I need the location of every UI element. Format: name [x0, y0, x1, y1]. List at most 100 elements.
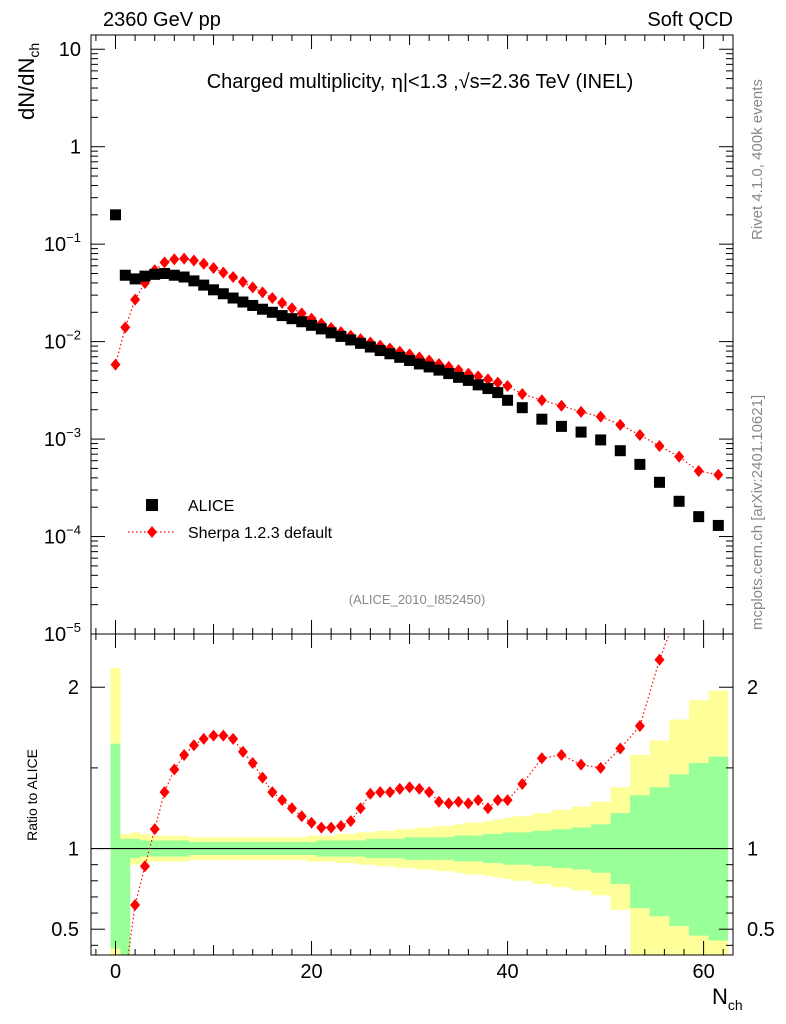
y-tick-label: 10−2 — [44, 328, 81, 354]
alice-point — [492, 387, 504, 399]
alice-point — [188, 275, 200, 287]
alice-point — [453, 371, 465, 383]
sherpa-point — [179, 252, 190, 265]
ratio-sherpa-point — [424, 786, 435, 799]
ratio-sherpa-point — [394, 782, 405, 795]
ratio-sherpa-point — [536, 752, 547, 765]
ratio-sherpa-point — [453, 795, 464, 808]
main-title: Charged multiplicity, η|<1.3 ,√s=2.36 Te… — [207, 69, 634, 93]
title-eta: η — [391, 69, 403, 93]
analysis-watermark: (ALICE_2010_I852450) — [349, 592, 486, 607]
sherpa-point — [198, 257, 209, 270]
ratio-sherpa-point — [595, 761, 606, 774]
ratio-sherpa-point — [492, 794, 503, 807]
y-tick-label-base: 10 — [44, 234, 66, 256]
alice-point — [502, 394, 514, 406]
ratio-sherpa-point — [208, 729, 219, 742]
sherpa-point — [188, 254, 199, 267]
uncertainty-band-inner — [630, 795, 650, 909]
ratio-sherpa-point — [306, 816, 317, 829]
y-axis-label-main: dN/dN — [14, 58, 39, 120]
y-tick-label-exponent: −5 — [66, 620, 81, 635]
ratio-y-tick-label-left: 0.5 — [51, 919, 79, 941]
rivet-version-label: Rivet 4.1.0, 400k events — [749, 79, 766, 240]
ratio-sherpa-point — [218, 729, 229, 742]
sherpa-point — [120, 321, 131, 334]
alice-point — [433, 364, 445, 376]
ratio-sherpa-point — [502, 794, 513, 807]
alice-point — [149, 268, 161, 280]
ratio-content — [91, 634, 733, 955]
ratio-sherpa-point — [296, 810, 307, 823]
ratio-sherpa-point — [159, 786, 170, 799]
alice-point — [296, 316, 308, 328]
alice-point — [266, 306, 278, 318]
ratio-sherpa-point — [326, 821, 337, 834]
alice-point — [325, 327, 337, 339]
alice-point — [276, 310, 288, 322]
x-tick-label: 20 — [300, 961, 322, 983]
ratio-sherpa-point — [247, 757, 258, 770]
alice-point — [159, 267, 171, 279]
ratio-sherpa-point — [149, 823, 160, 836]
y-tick-label-exponent: −2 — [66, 328, 81, 343]
alice-point — [595, 434, 607, 446]
alice-point — [693, 511, 705, 523]
sherpa-point — [615, 418, 626, 431]
alice-point — [462, 374, 474, 386]
sherpa-point — [517, 388, 528, 401]
legend: ALICE Sherpa 1.2.3 default — [128, 498, 333, 542]
sherpa-line — [114, 258, 719, 476]
ratio-sherpa-point — [130, 898, 141, 911]
ratio-sherpa-point — [463, 797, 474, 810]
alice-point — [443, 368, 455, 380]
y-tick-label-exponent: −3 — [66, 425, 81, 440]
ratio-sherpa-point — [482, 802, 493, 815]
alice-point — [374, 345, 386, 357]
sherpa-point — [576, 405, 587, 418]
ratio-sherpa-point — [139, 860, 150, 873]
ratio-sherpa-point — [433, 795, 444, 808]
main-frame — [90, 34, 734, 635]
alice-point — [335, 330, 347, 342]
alice-point — [129, 273, 141, 285]
alice-point — [247, 299, 259, 311]
ratio-sherpa-point — [237, 745, 248, 758]
header-right: Soft QCD — [647, 9, 733, 31]
ratio-sherpa-point — [384, 786, 395, 799]
ratio-sherpa-point — [365, 787, 376, 800]
sherpa-point — [482, 373, 493, 386]
y-axis-label-sub: ch — [26, 43, 42, 58]
y-tick-label-base: 10 — [44, 332, 66, 354]
alice-point — [575, 426, 587, 438]
sherpa-point — [654, 439, 665, 452]
alice-point — [208, 284, 220, 296]
ratio-sherpa-point — [414, 782, 425, 795]
legend-sherpa-marker — [147, 526, 157, 538]
ratio-sherpa-point — [257, 771, 268, 784]
y-tick-label: 10−1 — [44, 230, 81, 256]
ratio-sherpa-point — [345, 815, 356, 828]
title-part-1: Charged multiplicity, — [207, 71, 391, 93]
sherpa-point — [228, 271, 239, 284]
ratio-sherpa-point — [375, 786, 386, 799]
y-tick-label-base: 10 — [44, 527, 66, 549]
alice-point — [394, 351, 406, 363]
alice-point — [227, 292, 239, 304]
sherpa-point — [502, 380, 513, 393]
alice-point — [168, 269, 180, 281]
sherpa-point — [208, 261, 219, 274]
alice-point — [178, 271, 190, 283]
y-tick-label: 10−4 — [44, 523, 81, 549]
alice-point — [217, 288, 229, 300]
sherpa-point — [634, 429, 645, 442]
ratio-plot-area: 0.5 0.51 12 20 20 40 60 — [51, 633, 775, 983]
uncertainty-band-inner — [669, 774, 689, 926]
sherpa-point — [492, 376, 503, 389]
ratio-sherpa-point — [473, 794, 484, 807]
alice-point — [286, 313, 298, 325]
sherpa-point — [693, 465, 704, 478]
